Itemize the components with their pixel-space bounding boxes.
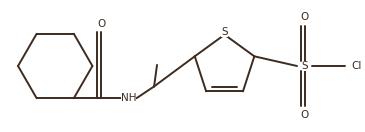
Text: S: S <box>301 61 308 71</box>
Text: O: O <box>301 12 309 22</box>
Text: Cl: Cl <box>352 61 362 71</box>
Text: O: O <box>301 110 309 120</box>
Text: O: O <box>97 19 105 29</box>
Text: S: S <box>221 27 228 37</box>
Text: NH: NH <box>121 93 137 103</box>
